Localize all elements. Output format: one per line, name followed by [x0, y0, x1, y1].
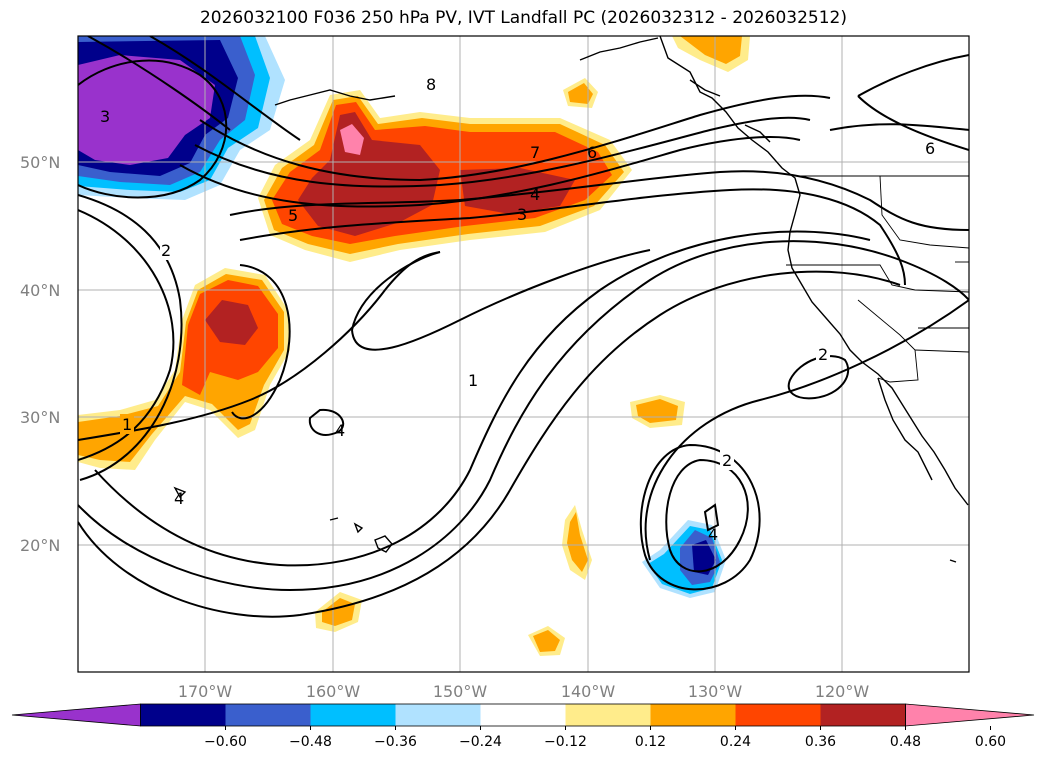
- colorbar-tick-label: −0.48: [289, 734, 332, 750]
- colorbar-tick-label: 0.36: [805, 734, 836, 750]
- colorbar-tick-label: 0.24: [720, 734, 751, 750]
- colorbar-segment: [735, 704, 821, 726]
- contour-label-5: 5: [288, 206, 298, 225]
- chart-title: 2026032100 F036 250 hPa PV, IVT Landfall…: [199, 8, 847, 28]
- colorbar-tick-label: −0.24: [459, 734, 502, 750]
- colorbar-segments: [11, 703, 1035, 727]
- coastlines: [173, 36, 969, 563]
- contour-label-2-se: 2: [722, 451, 732, 470]
- colorbar-segment: [820, 704, 906, 726]
- contour-label-7: 7: [530, 143, 540, 162]
- contour-label-1-center: 1: [468, 371, 478, 390]
- colorbar-tick-label: −0.36: [374, 734, 417, 750]
- colorbar-tick-label: 0.48: [890, 734, 921, 750]
- contour-label-2-east: 2: [818, 345, 828, 364]
- contour-label-4-center: 4: [530, 185, 540, 204]
- colorbar-segment: [310, 704, 396, 726]
- lat-label-30n: 30°N: [20, 408, 60, 427]
- contour-label-6: 6: [587, 143, 597, 162]
- lat-label-40n: 40°N: [20, 281, 60, 300]
- lon-label-150w: 150°W: [433, 682, 488, 701]
- contour-label-4-se: 4: [708, 525, 718, 544]
- lon-label-120w: 120°W: [815, 682, 870, 701]
- colorbar-segment: [650, 704, 736, 726]
- contour-label-1-west: 1: [122, 415, 132, 434]
- negative-pv-region-northwest: [78, 36, 285, 200]
- lat-label-50n: 50°N: [20, 153, 60, 172]
- lon-label-160w: 160°W: [306, 682, 361, 701]
- colorbar-tick-label: 0.60: [975, 734, 1006, 750]
- contour-label-4-small: 4: [335, 421, 345, 440]
- longitude-labels: 170°W 160°W 150°W 140°W 130°W 120°W: [178, 682, 870, 701]
- colorbar-segment: [225, 704, 311, 726]
- contour-label-2-west: 2: [161, 241, 171, 260]
- colorbar-ticks: −0.60 −0.48 −0.36 −0.24 −0.12 0.12 0.24 0.36 0.4…: [204, 726, 1006, 750]
- latitude-labels: 50°N 40°N 30°N 20°N: [20, 153, 60, 555]
- colorbar-segment: [480, 704, 566, 726]
- colorbar-segment: [395, 704, 481, 726]
- map-frame: [77, 35, 970, 673]
- map-area: 8 3 2 1 5 7 6 4 3 1 4 4 2 2 4 6: [78, 36, 969, 672]
- lon-label-140w: 140°W: [561, 682, 616, 701]
- pv-contours: [78, 36, 969, 618]
- colorbar-extend-low: [11, 703, 141, 727]
- scattered-positive-blobs: [315, 36, 750, 656]
- colorbar-segment: [140, 704, 226, 726]
- positive-pv-band-north-central: [258, 90, 632, 262]
- colorbar-segment: [565, 704, 651, 726]
- colorbar-tick-label: 0.12: [635, 734, 666, 750]
- colorbar: −0.60 −0.48 −0.36 −0.24 −0.12 0.12 0.24 0.36 0.4…: [11, 703, 1035, 750]
- contour-labels: 8 3 2 1 5 7 6 4 3 1 4 4 2 2 4 6: [100, 74, 935, 544]
- colorbar-extend-high: [905, 703, 1035, 727]
- colorbar-tick-label: −0.60: [204, 734, 247, 750]
- lon-label-170w: 170°W: [178, 682, 233, 701]
- contour-label-3-nw: 3: [100, 107, 110, 126]
- colorbar-tick-label: −0.12: [544, 734, 587, 750]
- lat-label-20n: 20°N: [20, 536, 60, 555]
- contour-label-4-sw: 4: [174, 489, 184, 508]
- contour-label-3-center: 3: [517, 205, 527, 224]
- contour-label-6-east: 6: [925, 139, 935, 158]
- contour-label-8: 8: [426, 75, 436, 94]
- lon-label-130w: 130°W: [688, 682, 743, 701]
- colorbar-frame: [140, 703, 906, 727]
